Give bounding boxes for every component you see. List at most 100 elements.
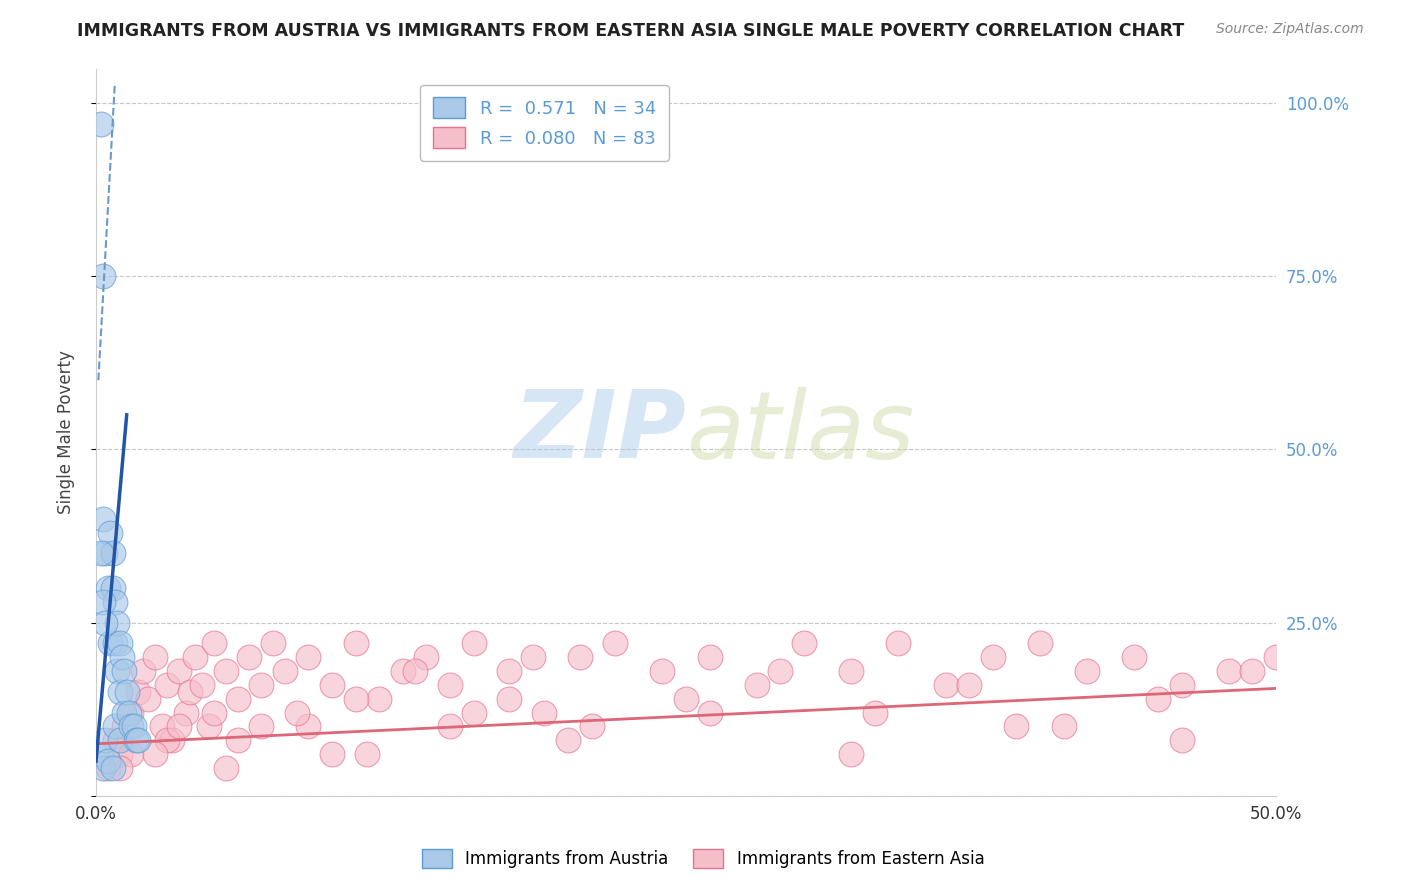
Point (439, 719, 461, 733)
Point (108, 636, 131, 650)
Point (167, 719, 190, 733)
Point (463, 706, 485, 720)
Point (128, 733, 150, 747)
Point (1029, 636, 1052, 650)
Point (297, 719, 319, 733)
Point (143, 650, 166, 665)
Point (581, 719, 603, 733)
Point (498, 664, 520, 678)
Point (91, 512, 114, 526)
Point (863, 706, 886, 720)
Point (174, 706, 197, 720)
Point (156, 733, 179, 747)
Point (745, 678, 768, 692)
Point (104, 595, 127, 609)
Point (463, 636, 485, 650)
Point (321, 678, 343, 692)
Point (112, 706, 135, 720)
Point (1147, 691, 1170, 706)
Point (184, 650, 207, 665)
Point (118, 706, 141, 720)
Point (108, 733, 131, 747)
Point (1053, 719, 1076, 733)
Point (132, 664, 155, 678)
Point (104, 733, 127, 747)
Point (1005, 719, 1028, 733)
Point (250, 678, 273, 692)
Point (935, 678, 957, 692)
Point (111, 650, 134, 665)
Point (108, 761, 131, 775)
Point (957, 678, 980, 692)
Point (90, 747, 112, 762)
Point (1218, 664, 1240, 678)
Point (97, 754, 120, 768)
Point (839, 747, 862, 762)
Point (297, 650, 319, 665)
Point (202, 706, 225, 720)
Point (344, 636, 367, 650)
Point (104, 719, 127, 733)
Point (321, 747, 343, 762)
Point (150, 719, 173, 733)
Point (94, 546, 117, 560)
Point (105, 615, 128, 630)
Point (90, 117, 112, 131)
Point (101, 546, 124, 560)
Point (392, 664, 415, 678)
Point (1123, 650, 1146, 665)
Point (651, 664, 673, 678)
Point (97, 581, 120, 595)
Point (125, 733, 148, 747)
Text: atlas: atlas (686, 386, 914, 477)
Point (839, 664, 862, 678)
Point (793, 636, 815, 650)
Point (202, 636, 225, 650)
Point (699, 706, 721, 720)
Point (226, 733, 249, 747)
Point (274, 664, 297, 678)
Point (439, 678, 461, 692)
Point (238, 650, 260, 665)
Point (156, 678, 179, 692)
Legend: Immigrants from Austria, Immigrants from Eastern Asia: Immigrants from Austria, Immigrants from… (415, 842, 991, 875)
Point (94, 733, 117, 747)
Point (108, 685, 131, 699)
Point (91, 595, 114, 609)
Point (1076, 664, 1098, 678)
Point (160, 733, 183, 747)
Point (262, 636, 284, 650)
Point (104, 636, 127, 650)
Point (179, 685, 201, 699)
Point (404, 664, 426, 678)
Point (215, 761, 238, 775)
Point (112, 664, 135, 678)
Y-axis label: Single Male Poverty: Single Male Poverty (58, 351, 75, 514)
Point (368, 691, 391, 706)
Point (120, 719, 142, 733)
Point (226, 691, 249, 706)
Point (167, 664, 190, 678)
Point (1170, 678, 1192, 692)
Point (415, 650, 437, 665)
Point (498, 691, 520, 706)
Point (344, 691, 367, 706)
Point (356, 747, 378, 762)
Point (1170, 733, 1192, 747)
Text: Source: ZipAtlas.com: Source: ZipAtlas.com (1216, 22, 1364, 37)
Point (1241, 664, 1264, 678)
Point (198, 719, 221, 733)
Point (108, 747, 131, 762)
Text: IMMIGRANTS FROM AUSTRIA VS IMMIGRANTS FROM EASTERN ASIA SINGLE MALE POVERTY CORR: IMMIGRANTS FROM AUSTRIA VS IMMIGRANTS FR… (77, 22, 1185, 40)
Point (557, 733, 579, 747)
Point (769, 664, 792, 678)
Point (191, 678, 214, 692)
Point (101, 761, 124, 775)
Point (90, 546, 112, 560)
Text: ZIP: ZIP (513, 386, 686, 478)
Point (250, 719, 273, 733)
Point (136, 691, 159, 706)
Point (122, 719, 145, 733)
Point (143, 747, 166, 762)
Point (98, 636, 121, 650)
